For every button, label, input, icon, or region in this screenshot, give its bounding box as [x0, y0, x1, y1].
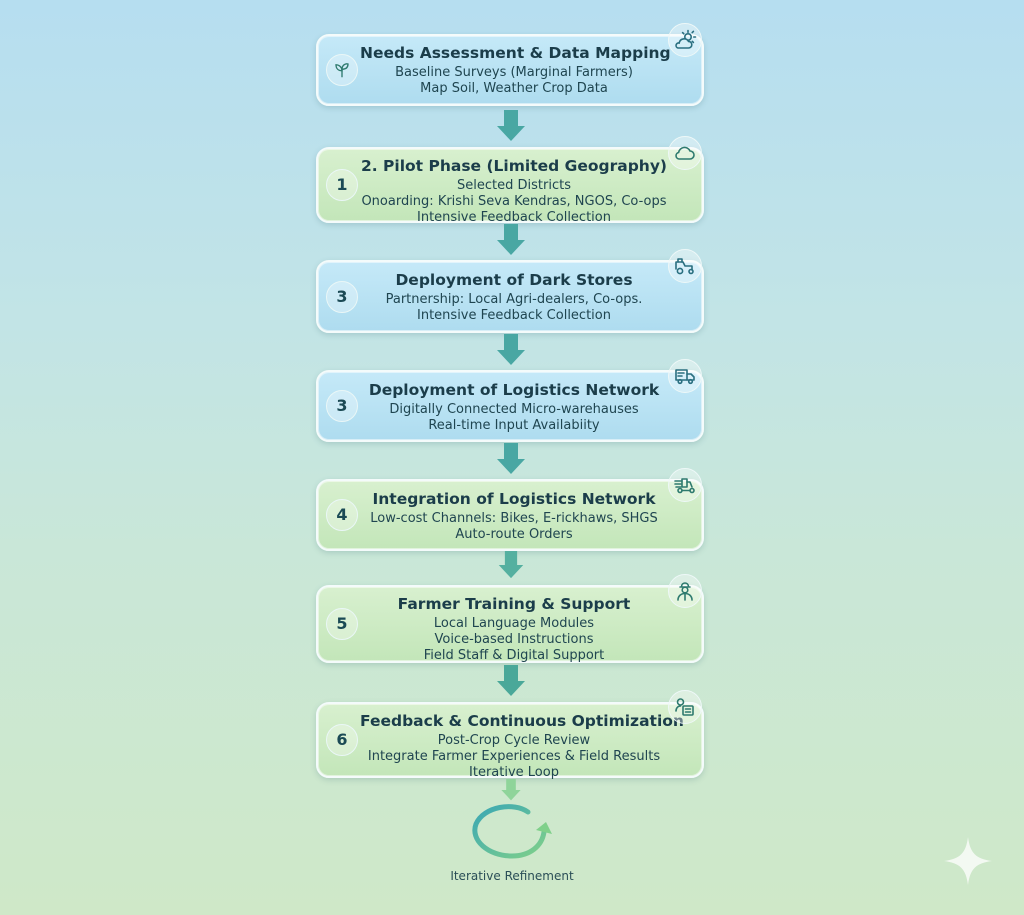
- step-number-badge: 3: [326, 280, 358, 313]
- flow-arrow: [497, 665, 525, 696]
- step-detail: Intensive Feedback Collection: [417, 308, 611, 323]
- step-title: Integration of Logistics Network: [372, 490, 656, 508]
- flow-arrow: [497, 443, 525, 474]
- step-badge: [326, 54, 358, 86]
- step-detail: Auto-route Orders: [455, 527, 573, 542]
- step-detail: Onoarding: Krishi Seva Kendras, NGOS, Co…: [361, 194, 667, 209]
- flow-arrow: [501, 779, 521, 801]
- step-box-pilot-phase: 1 2. Pilot Phase (Limited Geography) Sel…: [316, 147, 704, 225]
- step-detail: Iterative Loop: [469, 765, 559, 780]
- refresh-cycle-icon: [472, 804, 552, 859]
- flow-arrow: [497, 334, 525, 365]
- step-box-logistics-deployment: 3 Deployment of Logistics Network Digita…: [316, 370, 704, 442]
- step-box-dark-stores: 3 Deployment of Dark Stores Partnership:…: [316, 260, 704, 333]
- step-detail: Post-Crop Cycle Review: [437, 733, 591, 748]
- tractor-icon: [668, 249, 702, 283]
- step-detail: Integrate Farmer Experiences & Field Res…: [367, 749, 661, 764]
- iterative-refinement-label: Iterative Refinement: [450, 869, 574, 883]
- step-box-feedback-optimization: 6 Feedback & Continuous Optimization Pos…: [316, 702, 704, 780]
- step-number-badge: 5: [326, 608, 358, 640]
- flow-arrow: [497, 224, 525, 255]
- delivery-truck-icon: [668, 359, 702, 393]
- step-number-badge: 1: [326, 169, 358, 201]
- feedback-form-icon: [668, 690, 702, 724]
- step-title: 2. Pilot Phase (Limited Geography): [360, 157, 668, 175]
- step-box-logistics-integration: 4 Integration of Logistics Network Low-c…: [316, 479, 704, 551]
- step-number-badge: 6: [326, 724, 358, 756]
- delivery-scooter-icon: [668, 468, 702, 502]
- step-title: Deployment of Logistics Network: [368, 381, 660, 399]
- sparkle-icon: [944, 837, 992, 885]
- step-detail: Voice-based Instructions: [434, 632, 594, 647]
- step-number-badge: 4: [326, 499, 358, 531]
- leaf-icon: [335, 63, 349, 78]
- step-detail: Partnership: Local Agri-dealers, Co-ops.: [385, 292, 643, 307]
- step-detail: Baseline Surveys (Marginal Farmers): [395, 65, 633, 80]
- step-title: Feedback & Continuous Optimization: [360, 712, 684, 730]
- step-box-farmer-training: 5 Farmer Training & Support Local Langua…: [316, 585, 704, 663]
- step-detail: Field Staff & Digital Support: [423, 648, 605, 663]
- step-detail: Intensive Feedback Collection: [417, 210, 611, 225]
- sun-cloud-icon: [668, 23, 702, 57]
- step-box-needs-assessment: Needs Assessment & Data Mapping Baseline…: [316, 34, 704, 106]
- step-detail: Map Soil, Weather Crop Data: [420, 81, 608, 96]
- step-title: Deployment of Dark Stores: [395, 271, 633, 289]
- step-detail: Real-time Input Availabiity: [428, 418, 600, 433]
- step-detail: Local Language Modules: [433, 616, 595, 631]
- flow-arrow: [497, 110, 525, 141]
- step-detail: Selected Districts: [457, 178, 571, 193]
- step-number-badge: 3: [326, 390, 358, 422]
- farmer-icon: [668, 574, 702, 608]
- cloud-icon: [668, 136, 702, 170]
- step-detail: Low-cost Channels: Bikes, E-rickhaws, SH…: [370, 511, 658, 526]
- step-title: Farmer Training & Support: [397, 595, 631, 613]
- step-title: Needs Assessment & Data Mapping: [360, 44, 671, 62]
- flow-arrow: [498, 551, 524, 579]
- step-detail: Digitally Connected Micro-warehauses: [389, 402, 639, 417]
